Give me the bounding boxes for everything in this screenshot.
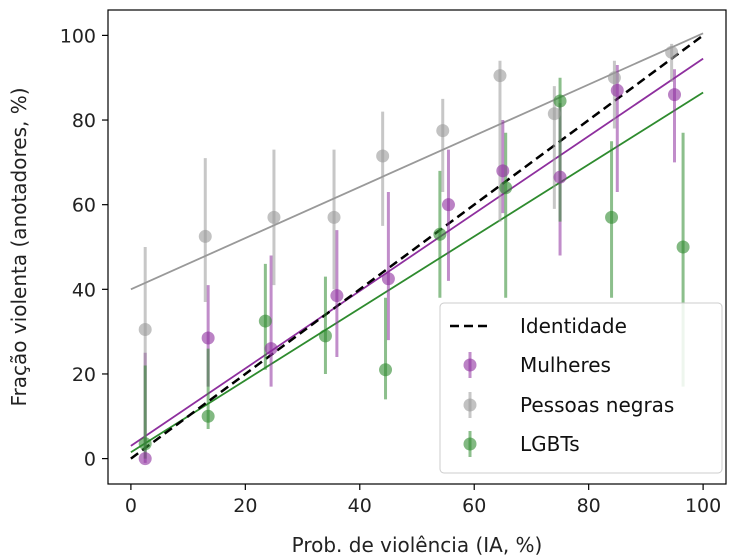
point-mulheres-5 [441,198,455,212]
legend-swatch-marker-lgbts [463,437,477,451]
point-lgbts-9 [676,240,690,254]
point-lgbts-7 [553,94,567,108]
x-axis-label: Prob. de violência (IA, %) [292,533,543,557]
point-lgbts-4 [379,363,393,377]
fit-line-pessoas-negras [130,32,704,291]
y-tick-label-0: 0 [84,449,96,471]
x-tick-label-40: 40 [348,495,372,517]
point-pessoas-negras-4 [376,149,390,163]
y-axis-label: Fração violenta (anotadores, %) [7,87,31,406]
point-lgbts-1 [201,409,215,423]
x-tick-label-100: 100 [685,495,721,517]
y-tick-label-100: 100 [60,25,96,47]
legend-label-identidade: Identidade [520,314,627,338]
fit-line-mulheres [130,57,704,447]
point-pessoas-negras-8 [607,71,621,85]
x-tick-label-60: 60 [462,495,486,517]
fit-lines [130,32,704,454]
y-tick-label-80: 80 [72,110,96,132]
y-tick-label-20: 20 [72,364,96,386]
point-lgbts-6 [499,181,513,195]
point-pessoas-negras-1 [198,229,212,243]
point-mulheres-6 [496,164,510,178]
axes [107,9,727,485]
legend-label-lgbts: LGBTs [520,432,580,456]
point-mulheres-7 [553,170,567,184]
x-tick-label-20: 20 [233,495,257,517]
point-pessoas-negras-5 [436,124,450,138]
legend-label-mulheres: Mulheres [520,353,611,377]
point-mulheres-4 [381,272,395,286]
point-lgbts-3 [318,329,332,343]
point-lgbts-0 [138,437,152,451]
point-lgbts-2 [258,314,272,328]
fit-line-lgbts [130,91,704,454]
point-pessoas-negras-0 [138,323,152,337]
reference-layer [130,34,704,460]
identity-line [130,34,704,460]
legend-swatch-marker-mulheres [463,358,477,372]
legend: Identidade Mulheres Pessoas negras LGBTs [439,302,723,474]
point-mulheres-2 [264,342,278,356]
point-pessoas-negras-6 [493,69,507,83]
point-lgbts-8 [605,210,619,224]
point-pessoas-negras-3 [327,210,341,224]
legend-swatch-marker-pessoas-negras [463,398,477,412]
point-lgbts-5 [433,227,447,241]
ticks: 0 20 40 60 80 100 0 20 40 60 80 100 [60,25,722,517]
plot-frame [107,9,727,485]
point-mulheres-3 [330,289,344,303]
y-tick-label-60: 60 [72,195,96,217]
legend-box [439,302,723,474]
point-pessoas-negras-7 [547,107,561,121]
point-pessoas-negras-2 [267,210,281,224]
x-tick-label-0: 0 [125,495,137,517]
legend-label-pessoas-negras: Pessoas negras [520,393,674,417]
point-pessoas-negras-9 [665,45,679,59]
legend-swatch-mulheres [463,352,477,378]
point-mulheres-0 [138,452,152,466]
x-tick-label-80: 80 [577,495,601,517]
point-mulheres-9 [668,88,681,102]
legend-swatch-pessoas-negras [463,392,477,418]
point-mulheres-8 [610,83,624,97]
point-mulheres-1 [201,331,215,345]
data-points [138,45,690,466]
y-tick-label-40: 40 [72,279,96,301]
legend-swatch-lgbts [463,431,477,457]
